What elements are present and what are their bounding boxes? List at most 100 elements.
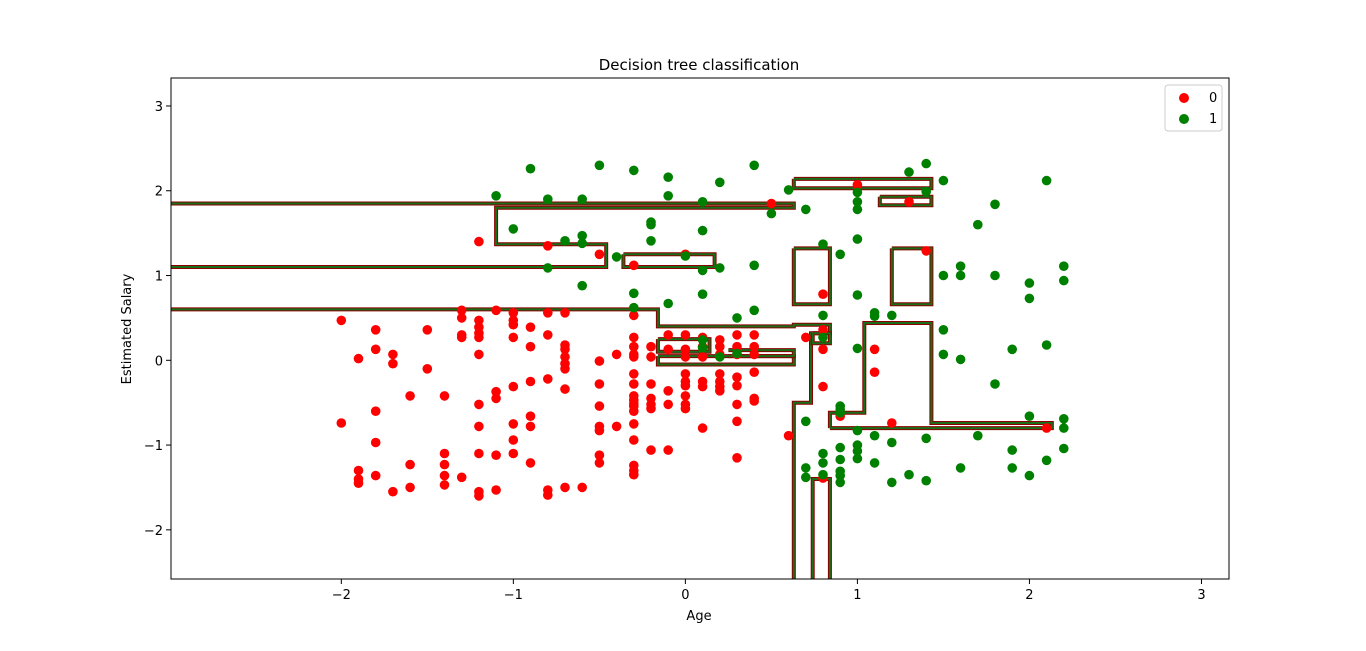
point-class-0-6: [370, 325, 381, 335]
point-class-0-148: [749, 367, 759, 378]
point-class-0-121: [680, 391, 691, 401]
point-class-0-59: [543, 241, 553, 251]
boundary-line-12: [890, 247, 933, 306]
point-class-0-109: [663, 330, 673, 340]
point-class-0-60: [543, 308, 553, 318]
point-class-0-77: [594, 401, 605, 411]
point-class-1-92: [990, 379, 1000, 389]
point-class-1-76: [921, 158, 931, 169]
boundary-line-7: [728, 349, 795, 358]
point-class-1-84: [955, 261, 966, 272]
point-class-0-140: [732, 372, 742, 383]
point-class-0-113: [663, 445, 673, 455]
point-class-1-80: [938, 175, 949, 186]
point-class-1-53: [835, 454, 845, 465]
point-class-1-93: [1007, 344, 1017, 355]
point-class-1-48: [835, 249, 845, 260]
point-class-0-96: [629, 406, 639, 417]
point-class-1-19: [663, 191, 673, 201]
point-class-1-75: [904, 469, 914, 480]
point-class-1-25: [697, 289, 708, 300]
point-class-1-1: [508, 224, 519, 234]
point-class-1-74: [904, 167, 914, 177]
point-class-0-166: [1041, 423, 1052, 433]
point-class-0-74: [594, 249, 605, 260]
point-class-1-27: [697, 342, 708, 353]
legend-label-1: 1: [1209, 112, 1217, 127]
point-class-0-76: [594, 379, 605, 389]
point-class-1-71: [887, 310, 897, 321]
point-class-0-18: [422, 364, 433, 374]
point-class-1-83: [938, 349, 949, 360]
point-class-0-82: [611, 349, 622, 360]
point-class-0-44: [491, 485, 501, 495]
point-class-1-7: [577, 230, 587, 241]
point-class-0-115: [680, 330, 691, 340]
boundary-line-0: [171, 202, 795, 268]
legend-marker-1: [1179, 114, 1189, 124]
x-tick-label: 0: [681, 588, 689, 603]
y-axis-label: Estimated Salary: [120, 273, 135, 384]
point-class-1-106: [1059, 423, 1069, 433]
point-class-0-8: [370, 406, 381, 417]
point-class-0-16: [405, 482, 415, 493]
point-class-1-103: [1059, 261, 1069, 272]
point-class-0-9: [370, 437, 381, 448]
point-class-1-57: [852, 187, 863, 198]
point-class-0-19: [439, 391, 450, 401]
point-class-1-87: [955, 463, 966, 473]
x-tick-label: −2: [332, 588, 351, 603]
point-class-1-23: [697, 225, 708, 236]
point-class-0-80: [594, 450, 605, 461]
point-class-0-142: [732, 399, 742, 410]
point-class-0-56: [525, 411, 536, 422]
x-axis-label: Age: [686, 609, 711, 624]
point-class-1-12: [629, 165, 639, 176]
point-class-0-83: [611, 421, 622, 432]
y-tick-label: 2: [155, 185, 163, 200]
point-class-0-130: [715, 335, 725, 345]
point-class-0-107: [646, 403, 656, 414]
point-class-0-104: [646, 379, 656, 389]
point-class-0-25: [456, 313, 467, 323]
boundary-line-1: [171, 308, 831, 579]
point-class-1-63: [852, 425, 863, 436]
point-class-0-126: [697, 352, 708, 362]
point-class-0-24: [456, 305, 467, 316]
point-class-1-6: [577, 194, 587, 204]
point-class-1-32: [732, 348, 742, 359]
point-class-0-97: [629, 419, 639, 429]
point-class-1-16: [646, 219, 656, 230]
point-class-0-129: [697, 423, 708, 433]
point-class-1-61: [852, 290, 863, 300]
point-class-1-18: [663, 172, 673, 182]
point-class-0-162: [869, 367, 880, 378]
point-class-1-100: [1041, 175, 1052, 186]
point-class-0-131: [715, 341, 725, 352]
point-class-0-138: [732, 341, 742, 352]
y-tick-label: −1: [144, 439, 163, 454]
point-class-0-62: [543, 374, 553, 384]
point-class-0-101: [629, 469, 639, 480]
point-class-0-48: [508, 332, 519, 343]
point-class-1-88: [973, 219, 983, 230]
boundary-line-11: [792, 247, 831, 306]
point-class-1-73: [887, 477, 897, 488]
point-class-0-111: [663, 386, 673, 396]
legend-label-0: 0: [1209, 91, 1217, 106]
point-class-0-71: [560, 384, 570, 394]
point-class-1-17: [646, 236, 656, 246]
legend: 0 1: [1164, 84, 1223, 132]
point-class-1-39: [801, 416, 811, 427]
point-class-1-59: [852, 204, 863, 215]
point-class-1-97: [1024, 293, 1035, 304]
point-class-0-15: [405, 459, 415, 470]
boundary-line-5: [656, 338, 711, 353]
point-class-0-163: [887, 418, 897, 428]
point-class-1-86: [955, 354, 966, 365]
point-class-1-60: [852, 234, 863, 244]
point-class-1-96: [1024, 278, 1035, 288]
point-class-0-75: [594, 356, 605, 366]
point-class-1-79: [921, 475, 931, 486]
